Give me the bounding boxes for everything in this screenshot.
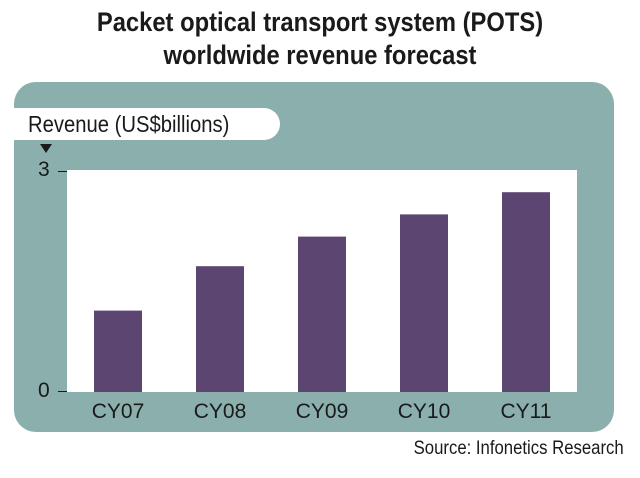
x-tick-label-cy07: CY07 (92, 400, 145, 423)
bar-cy09 (298, 236, 346, 392)
chart-title-line-2: worldwide revenue forecast (163, 40, 477, 70)
bar-cy07 (94, 310, 142, 392)
x-tick-label-cy09: CY09 (296, 400, 349, 423)
y-tick-label-min: 0 (38, 379, 50, 402)
bar-cy10 (400, 214, 448, 392)
x-tick-label-cy08: CY08 (194, 400, 247, 423)
y-tick-mark-min (58, 391, 67, 392)
chart-title-line-1: Packet optical transport system (POTS) (96, 7, 544, 37)
y-axis-label: Revenue (US$billions) (28, 111, 230, 137)
bar-cy11 (502, 192, 550, 392)
bar-cy08 (196, 266, 244, 392)
chart-title: Packet optical transport system (POTS) w… (38, 6, 601, 72)
y-tick-mark-max (58, 171, 67, 172)
x-tick-label-cy10: CY10 (398, 400, 451, 423)
y-axis-arrow-icon (40, 144, 52, 153)
source-note: Source: Infonetics Research (413, 438, 624, 459)
y-tick-label-max: 3 (38, 158, 50, 181)
y-axis-label-background (14, 108, 280, 140)
x-tick-label-cy11: CY11 (501, 400, 552, 423)
